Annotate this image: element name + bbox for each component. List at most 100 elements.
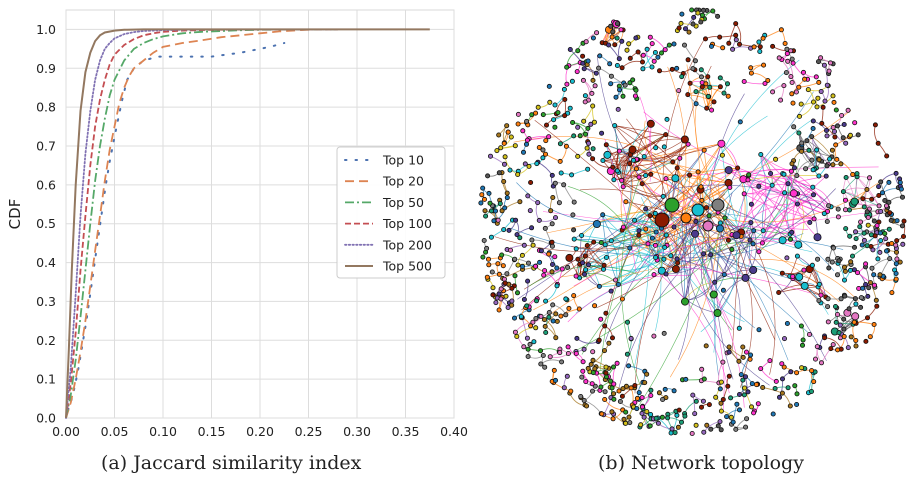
node <box>549 221 555 227</box>
node <box>721 272 727 278</box>
node <box>643 226 649 232</box>
edge <box>710 86 721 111</box>
node <box>838 161 844 167</box>
node <box>542 317 548 323</box>
node <box>799 365 805 371</box>
legend-label: Top 100 <box>382 216 432 231</box>
node <box>490 285 496 291</box>
node <box>840 189 846 195</box>
node <box>842 197 848 203</box>
node <box>726 344 732 350</box>
node <box>580 359 586 365</box>
edge <box>790 171 818 238</box>
node <box>783 70 789 76</box>
node <box>830 162 836 168</box>
hub-node <box>702 220 714 232</box>
node <box>715 423 721 429</box>
node <box>616 388 622 394</box>
node <box>553 215 559 221</box>
node <box>663 132 669 138</box>
node <box>485 256 491 262</box>
node <box>748 404 754 410</box>
node <box>751 228 757 234</box>
edge <box>710 213 835 272</box>
node <box>893 242 899 248</box>
node <box>878 238 884 244</box>
node <box>623 420 629 426</box>
edge <box>599 257 656 287</box>
node <box>628 145 637 154</box>
node <box>652 50 658 56</box>
node <box>550 261 556 267</box>
node <box>886 179 892 185</box>
node <box>495 217 501 223</box>
node <box>505 304 511 310</box>
node <box>760 228 766 234</box>
node <box>603 150 612 159</box>
node <box>585 58 591 64</box>
node <box>630 157 636 163</box>
node <box>603 142 609 148</box>
node <box>853 301 859 307</box>
node <box>662 244 668 250</box>
node <box>611 381 617 387</box>
node <box>699 197 705 203</box>
node <box>606 42 612 48</box>
node <box>571 236 577 242</box>
node <box>693 218 699 224</box>
node <box>614 35 620 41</box>
node <box>822 98 828 104</box>
node <box>623 199 629 205</box>
edge <box>618 41 623 59</box>
node <box>563 312 569 318</box>
node <box>816 157 822 163</box>
node <box>854 270 860 276</box>
node <box>562 97 568 103</box>
node <box>542 225 548 231</box>
node <box>756 249 762 255</box>
node <box>603 254 609 260</box>
edge <box>560 193 702 278</box>
node <box>872 233 878 239</box>
edge <box>643 261 730 394</box>
node <box>596 283 602 289</box>
node <box>867 280 873 286</box>
node <box>698 404 704 410</box>
node <box>717 84 723 90</box>
node <box>842 207 848 213</box>
node <box>695 10 701 16</box>
node <box>620 93 626 99</box>
node <box>821 211 827 217</box>
edge <box>620 173 642 388</box>
node <box>657 266 666 275</box>
node <box>876 192 882 198</box>
node <box>818 55 824 61</box>
node <box>700 7 706 13</box>
node <box>826 203 832 209</box>
edge <box>687 204 827 362</box>
node <box>486 262 492 268</box>
node <box>758 151 764 157</box>
edge <box>856 176 880 207</box>
node <box>676 25 682 31</box>
node <box>709 107 715 113</box>
node <box>753 382 759 388</box>
node <box>863 261 869 267</box>
edge <box>621 60 643 69</box>
node <box>785 385 791 391</box>
node <box>685 57 691 63</box>
node <box>813 74 819 80</box>
node <box>643 206 649 212</box>
node <box>747 237 753 243</box>
node <box>669 66 675 72</box>
node <box>614 168 620 174</box>
node <box>504 195 510 201</box>
node <box>661 330 667 336</box>
edge <box>762 175 827 244</box>
edge <box>510 227 751 256</box>
node <box>776 394 782 400</box>
node <box>612 42 618 48</box>
node <box>851 244 857 250</box>
node <box>756 327 762 333</box>
nodes <box>478 7 907 436</box>
